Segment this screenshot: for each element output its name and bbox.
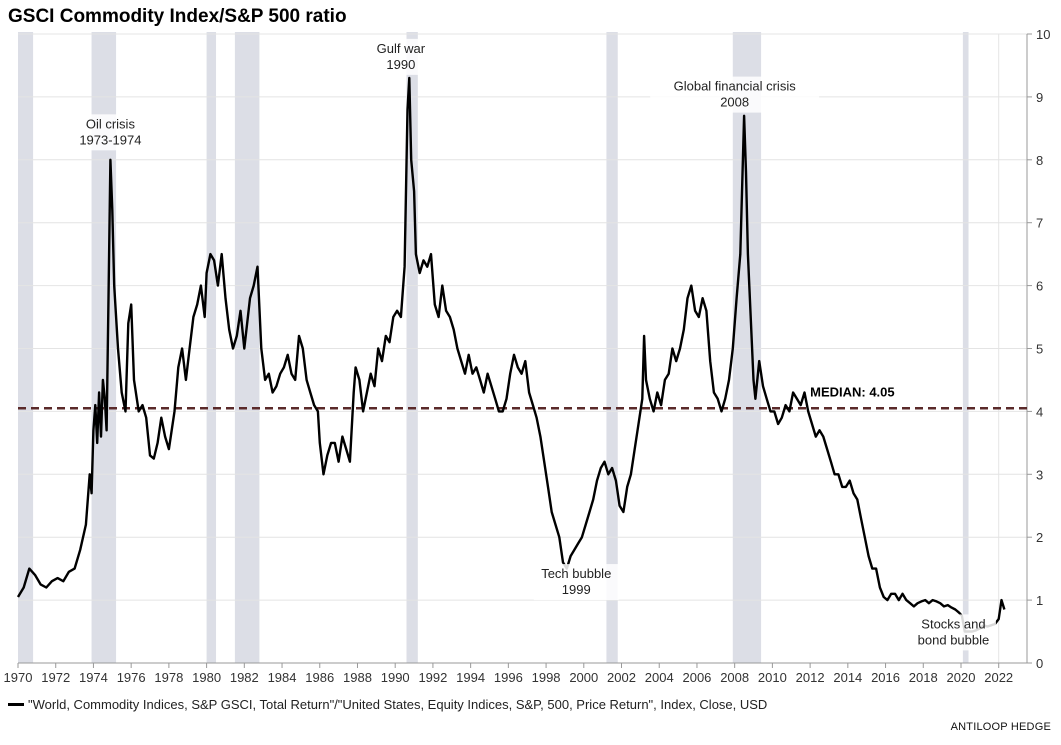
x-tick-label: 2018	[909, 670, 938, 685]
x-tick-label: 2016	[871, 670, 900, 685]
x-tick-label: 1986	[305, 670, 334, 685]
legend-label: "World, Commodity Indices, S&P GSCI, Tot…	[28, 697, 768, 712]
chart-title: GSCI Commodity Index/S&P 500 ratio	[8, 6, 347, 27]
y-tick-label: 1	[1036, 593, 1043, 608]
x-tick-label: 1996	[494, 670, 523, 685]
annotation-background	[533, 564, 619, 601]
y-tick-label: 10	[1036, 27, 1050, 42]
x-tick-label: 2022	[984, 670, 1013, 685]
x-tick-label: 2012	[796, 670, 825, 685]
annotation-label: Oil crisis	[86, 116, 136, 131]
annotation-label: 2008	[720, 95, 749, 110]
median-label: MEDIAN: 4.05	[810, 384, 895, 399]
y-tick-label: 5	[1036, 342, 1043, 357]
x-tick-label: 1988	[343, 670, 372, 685]
annotation-label: Global financial crisis	[674, 79, 797, 94]
annotation-label: 1999	[562, 582, 591, 597]
y-tick-label: 8	[1036, 153, 1043, 168]
x-tick-label: 2002	[607, 670, 636, 685]
recession-band	[234, 32, 260, 663]
annotation-label: Tech bubble	[541, 566, 611, 581]
legend: "World, Commodity Indices, S&P GSCI, Tot…	[8, 697, 767, 712]
y-tick-label: 2	[1036, 530, 1043, 545]
y-tick-label: 9	[1036, 90, 1043, 105]
annotation-background	[650, 76, 820, 113]
y-tick-label: 4	[1036, 404, 1043, 419]
recession-band	[406, 32, 418, 663]
x-tick-label: 2000	[569, 670, 598, 685]
x-tick-label: 1992	[418, 670, 447, 685]
x-tick-label: 2020	[947, 670, 976, 685]
x-tick-label: 1974	[79, 670, 108, 685]
median-line-group: MEDIAN: 4.05	[18, 384, 1027, 410]
recession-band	[18, 32, 34, 663]
x-tick-label: 2006	[682, 670, 711, 685]
recession-band	[732, 32, 762, 663]
x-tick-label: 1990	[381, 670, 410, 685]
x-tick-label: 1976	[117, 670, 146, 685]
y-tick-label: 7	[1036, 216, 1043, 231]
y-axis: 0 1 2 3 4 5 6 7 8 9 10	[1026, 27, 1050, 671]
legend-swatch	[8, 703, 24, 706]
x-tick-label: 1984	[268, 670, 297, 685]
recession-band	[206, 32, 217, 663]
x-tick-label: 2014	[833, 670, 862, 685]
source-label: ANTILOOP HEDGE	[950, 721, 1051, 733]
annotation-background	[71, 114, 150, 151]
y-tick-label: 0	[1036, 656, 1043, 671]
x-tick-label: 1998	[532, 670, 561, 685]
annotation-label: 1973-1974	[79, 132, 141, 147]
annotation-label: Stocks and	[921, 616, 985, 631]
y-tick-label: 3	[1036, 467, 1043, 482]
x-tick-label: 1994	[456, 670, 485, 685]
x-tick-label: 1972	[41, 670, 70, 685]
x-axis: 1970 1972 1974 1976 1978 1980 1982 1984 1986 1988…	[4, 662, 1027, 685]
x-tick-label: 1980	[192, 670, 221, 685]
annotation-label: 1990	[386, 57, 415, 72]
recession-band	[962, 32, 969, 663]
annotation-background	[368, 38, 433, 75]
recession-band	[606, 32, 618, 663]
y-tick-label: 6	[1036, 279, 1043, 294]
x-tick-label: 1978	[154, 670, 183, 685]
annotation-label: Gulf war	[377, 41, 426, 56]
recession-bands	[18, 32, 969, 663]
annotation-background	[910, 614, 996, 651]
series-group	[16, 76, 1006, 633]
x-tick-label: 1982	[230, 670, 259, 685]
annotation-label: bond bubble	[918, 632, 990, 647]
series-line	[16, 76, 1006, 633]
x-tick-label: 2008	[720, 670, 749, 685]
x-tick-label: 2010	[758, 670, 787, 685]
x-tick-label: 1970	[4, 670, 33, 685]
x-tick-label: 2004	[645, 670, 674, 685]
